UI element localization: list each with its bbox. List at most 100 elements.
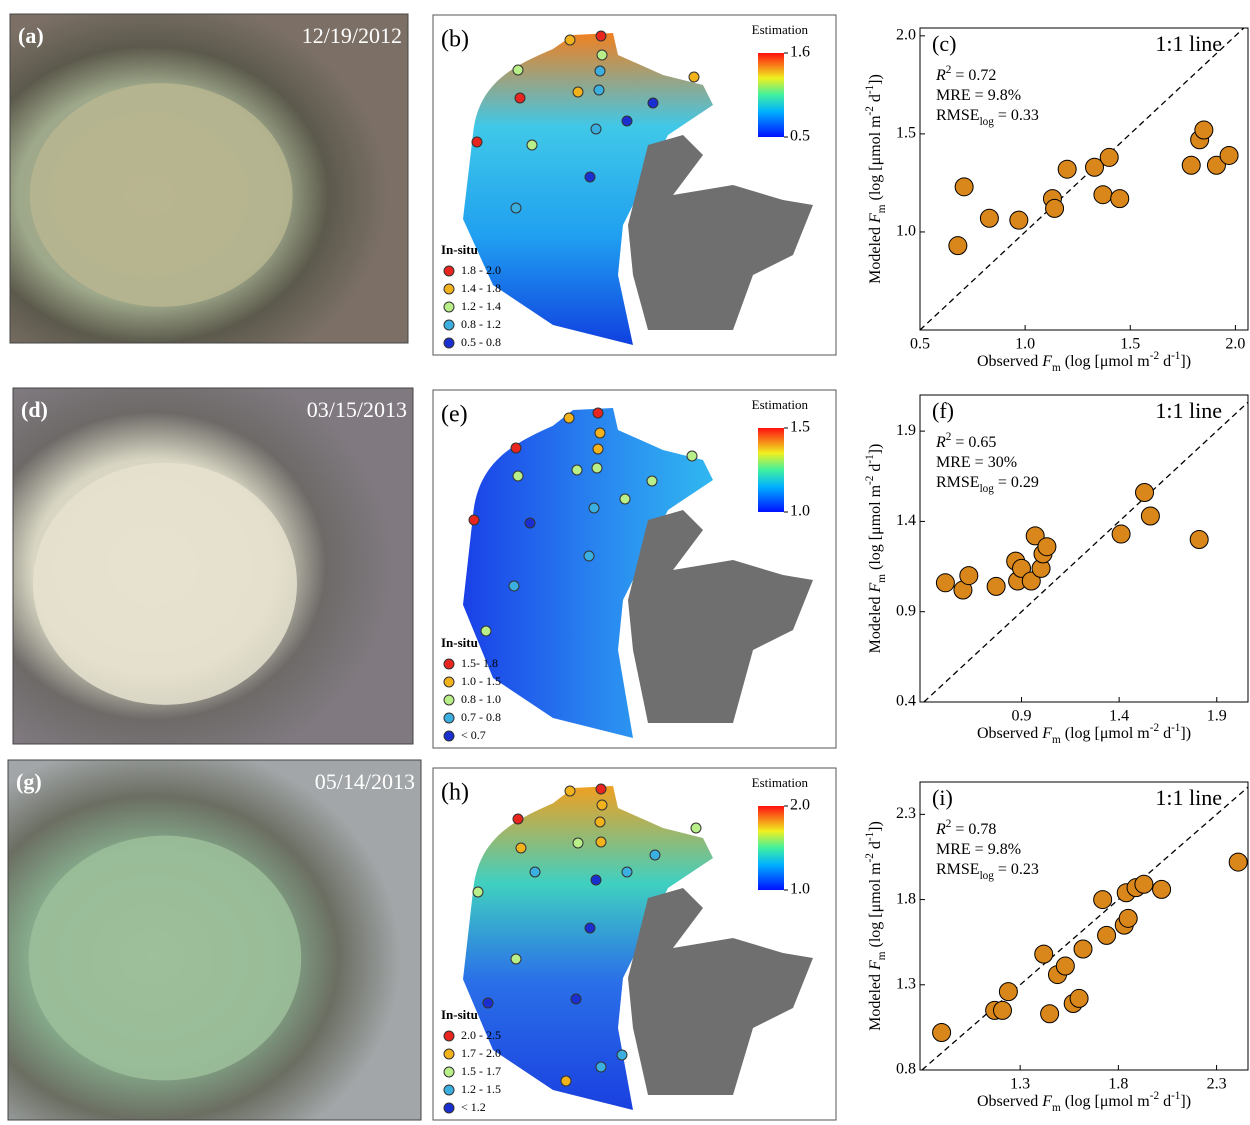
data-point <box>1046 199 1064 217</box>
legend-swatch <box>444 677 454 687</box>
text-part: d <box>1159 1093 1171 1110</box>
stat-line: R2 = 0.65 <box>935 431 996 451</box>
text-part: = 0.72 <box>951 67 996 84</box>
figure: (a)12/19/2012(d)03/15/2013(g)05/14/2013(… <box>0 0 1250 1125</box>
legend-label: 1.4 - 1.8 <box>461 281 501 295</box>
text-part: F <box>1041 353 1052 370</box>
in-situ-site <box>573 838 583 848</box>
y-axis-label: Modeled Fm (log [μmol m-2 d-1]) <box>864 821 888 1031</box>
in-situ-site <box>530 867 540 877</box>
legend-swatch <box>444 713 454 723</box>
in-situ-site <box>596 1062 606 1072</box>
text-part: -2 <box>1150 350 1159 362</box>
text-part: R <box>935 821 946 838</box>
in-situ-site <box>592 463 602 473</box>
data-point <box>1056 957 1074 975</box>
in-situ-site <box>511 443 521 453</box>
text-part: Modeled <box>867 223 884 284</box>
data-point <box>1119 909 1137 927</box>
in-situ-site <box>527 140 537 150</box>
image-date: 03/15/2013 <box>307 397 407 422</box>
y-tick-label: 1.9 <box>896 422 916 439</box>
text-part: d <box>867 464 884 476</box>
text-part: = 0.65 <box>951 434 996 451</box>
data-point <box>999 983 1017 1001</box>
text-part: -1 <box>1171 722 1180 734</box>
text-part: d <box>867 94 884 106</box>
text-part: d <box>1159 725 1171 742</box>
legend-swatch <box>444 302 454 312</box>
in-situ-site <box>597 50 607 60</box>
legend-title: In-situ <box>441 242 478 257</box>
in-situ-site <box>572 465 582 475</box>
colorbar <box>758 428 784 512</box>
text-part: -2 <box>864 476 876 485</box>
legend-label: 1.0 - 1.5 <box>461 674 501 688</box>
in-situ-site <box>571 994 581 1004</box>
colorbar-title: Estimation <box>752 22 809 37</box>
data-point <box>1074 940 1092 958</box>
legend-label: 2.0 - 2.5 <box>461 1028 501 1042</box>
data-point <box>1195 121 1213 139</box>
in-situ-site <box>469 515 479 525</box>
map-panel: (b)Estimation1.60.5In-situ1.8 - 2.01.4 -… <box>433 15 836 355</box>
in-situ-site <box>597 800 607 810</box>
in-situ-site <box>595 66 605 76</box>
in-situ-site <box>622 867 632 877</box>
text-part: m <box>876 574 888 583</box>
y-axis-label: Modeled Fm (log [μmol m-2 d-1]) <box>864 444 888 654</box>
in-situ-site <box>584 551 594 561</box>
text-part: -2 <box>1150 722 1159 734</box>
in-situ-site <box>516 843 526 853</box>
data-point <box>933 1024 951 1042</box>
in-situ-site <box>513 471 523 481</box>
y-tick-label: 1.3 <box>896 975 916 992</box>
panel-label: (b) <box>441 27 469 53</box>
y-tick-label: 2.0 <box>896 27 916 44</box>
x-tick-label: 1.0 <box>1015 336 1035 353</box>
text-part: log <box>980 116 995 128</box>
x-tick-label: 1.5 <box>1120 336 1140 353</box>
text-part: (log [μmol m <box>867 862 884 952</box>
data-point <box>1220 146 1238 164</box>
in-situ-site <box>472 137 482 147</box>
legend-label: 1.5- 1.8 <box>461 656 498 670</box>
legend-label: 0.8 - 1.0 <box>461 692 501 706</box>
text-part: -1 <box>864 454 876 463</box>
in-situ-site <box>687 451 697 461</box>
colorbar-label: 2.0 <box>790 797 810 814</box>
text-part: Observed <box>977 725 1042 742</box>
text-part: ]) <box>1180 353 1191 370</box>
text-part: F <box>867 213 884 224</box>
in-situ-site <box>481 626 491 636</box>
x-tick-label: 2.3 <box>1207 1076 1227 1093</box>
text-part: F <box>867 960 884 971</box>
in-situ-site <box>564 413 574 423</box>
text-part: (log [μmol m <box>1061 1093 1151 1110</box>
text-part: R <box>935 67 946 84</box>
colorbar-label: 0.5 <box>790 128 810 145</box>
data-point <box>1229 853 1247 871</box>
in-situ-site <box>473 887 483 897</box>
panel-label: (e) <box>441 402 468 428</box>
colorbar-label: 1.5 <box>790 419 810 436</box>
legend-label: 0.8 - 1.2 <box>461 317 501 331</box>
in-situ-site <box>509 581 519 591</box>
in-situ-site <box>591 875 601 885</box>
legend-swatch <box>444 1085 454 1095</box>
y-axis-label: Modeled Fm (log [μmol m-2 d-1]) <box>864 74 888 284</box>
data-point <box>1038 538 1056 556</box>
in-situ-site <box>648 98 658 108</box>
data-point <box>1141 507 1159 525</box>
in-situ-site <box>596 837 606 847</box>
stat-line: R2 = 0.78 <box>935 818 996 838</box>
in-situ-site <box>620 494 630 504</box>
colorbar-title: Estimation <box>752 775 809 790</box>
text-part: MRE = 9.8% <box>936 841 1021 858</box>
data-point <box>960 567 978 585</box>
x-tick-label: 1.9 <box>1207 708 1227 725</box>
in-situ-site <box>622 116 632 126</box>
data-point <box>1190 530 1208 548</box>
water-body <box>30 83 293 307</box>
